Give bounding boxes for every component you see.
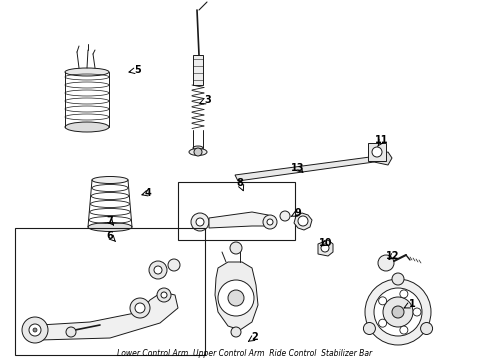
Polygon shape <box>235 157 374 181</box>
Circle shape <box>168 259 180 271</box>
Circle shape <box>372 147 382 157</box>
Circle shape <box>267 219 273 225</box>
Circle shape <box>161 292 167 298</box>
Circle shape <box>378 255 394 271</box>
Circle shape <box>392 306 404 318</box>
Circle shape <box>191 213 209 231</box>
Circle shape <box>365 279 431 345</box>
Polygon shape <box>28 292 178 340</box>
Circle shape <box>196 218 204 226</box>
Circle shape <box>400 290 408 298</box>
Circle shape <box>135 303 145 313</box>
Circle shape <box>228 290 244 306</box>
Circle shape <box>321 244 329 252</box>
Circle shape <box>157 288 171 302</box>
Bar <box>193 55 203 85</box>
Bar <box>368 143 386 161</box>
Circle shape <box>383 297 413 327</box>
Bar <box>178 182 295 240</box>
Circle shape <box>392 273 404 285</box>
Circle shape <box>298 216 308 226</box>
Circle shape <box>230 242 242 254</box>
Circle shape <box>379 297 387 305</box>
Text: 4: 4 <box>145 188 151 198</box>
Circle shape <box>413 308 421 316</box>
Circle shape <box>263 215 277 229</box>
Text: 10: 10 <box>319 238 333 248</box>
Ellipse shape <box>88 222 132 231</box>
Circle shape <box>280 211 290 221</box>
Polygon shape <box>294 213 312 230</box>
Ellipse shape <box>193 146 203 150</box>
Circle shape <box>231 327 241 337</box>
Circle shape <box>374 288 422 336</box>
Text: 12: 12 <box>386 251 400 261</box>
Text: 5: 5 <box>135 65 142 75</box>
Text: 11: 11 <box>375 135 389 145</box>
Text: 6: 6 <box>107 231 113 241</box>
Circle shape <box>194 148 202 156</box>
Text: 13: 13 <box>291 163 305 173</box>
Bar <box>15 228 205 355</box>
Circle shape <box>33 328 37 332</box>
Circle shape <box>420 323 433 334</box>
Polygon shape <box>209 212 272 228</box>
Text: 7: 7 <box>107 216 113 226</box>
Text: 3: 3 <box>205 95 211 105</box>
Circle shape <box>66 327 76 337</box>
Text: 8: 8 <box>237 178 244 188</box>
Polygon shape <box>318 240 333 256</box>
Circle shape <box>154 266 162 274</box>
Circle shape <box>149 261 167 279</box>
Circle shape <box>379 319 387 327</box>
Circle shape <box>22 317 48 343</box>
Ellipse shape <box>65 122 109 132</box>
Circle shape <box>364 323 375 334</box>
Text: 9: 9 <box>294 208 301 218</box>
Circle shape <box>29 324 41 336</box>
Ellipse shape <box>92 176 128 184</box>
Ellipse shape <box>65 68 109 76</box>
Text: Lower Control Arm  Upper Control Arm  Ride Control  Stabilizer Bar: Lower Control Arm Upper Control Arm Ride… <box>118 349 372 358</box>
Text: 1: 1 <box>409 299 416 309</box>
Circle shape <box>400 326 408 334</box>
Ellipse shape <box>189 148 207 156</box>
Polygon shape <box>215 262 258 330</box>
Text: 2: 2 <box>252 332 258 342</box>
Polygon shape <box>370 152 392 165</box>
Circle shape <box>130 298 150 318</box>
Circle shape <box>218 280 254 316</box>
